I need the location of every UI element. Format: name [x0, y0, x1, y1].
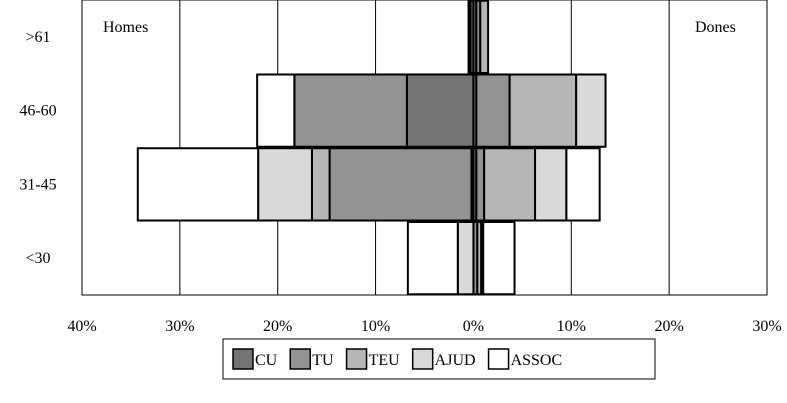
- legend-label-ajud: AJUD: [435, 352, 476, 369]
- legend-label-cu: CU: [255, 352, 278, 369]
- category-labels: >61 46-60 31-45 <30: [19, 29, 56, 267]
- bar-segment-tu-left: [328, 147, 473, 222]
- legend-swatch-teu: [345, 348, 368, 370]
- x-tick-label: 10%: [557, 318, 586, 335]
- x-tick-label: 30%: [165, 318, 194, 335]
- category-label: <30: [25, 250, 50, 267]
- legend-swatch-ajud: [411, 348, 434, 370]
- right-side-label: Dones: [695, 19, 736, 36]
- bar-segment-teu-left: [310, 147, 331, 222]
- bar-segment-ajud-right: [575, 73, 607, 148]
- bar-segment-teu-right: [479, 0, 490, 75]
- legend-swatch-cu: [232, 348, 254, 370]
- bar-segment-assoc-right: [565, 147, 601, 222]
- category-label: 31-45: [19, 176, 56, 193]
- bar-segment-assoc-right: [482, 220, 516, 296]
- bar-segment-assoc-left: [136, 147, 260, 222]
- bar-segment-tu-left: [467, 0, 472, 75]
- bars-layer: [136, 0, 607, 296]
- x-tick-label: 30%: [752, 318, 781, 335]
- bar-segment-tu-right: [475, 147, 486, 222]
- plot-frame: [81, 0, 768, 296]
- bar-segment-assoc-left: [406, 220, 459, 296]
- bar-segment-ajud-left: [257, 147, 313, 222]
- bar-segment-ajud-left: [456, 220, 475, 296]
- bar-segment-tu-left: [293, 73, 408, 148]
- legend-swatch-tu: [289, 348, 311, 370]
- category-label: >61: [25, 29, 50, 46]
- x-tick-label: 20%: [654, 318, 683, 335]
- legend-label-teu: TEU: [369, 352, 401, 369]
- left-side-label: Homes: [103, 19, 148, 36]
- bar-segment-teu-right: [483, 147, 537, 222]
- legend: CU TU TEU AJUD ASSOC: [222, 338, 656, 380]
- legend-label-tu: TU: [312, 352, 334, 369]
- bar-segment-tu-right: [475, 73, 511, 148]
- bar-segment-cu-left: [405, 73, 475, 148]
- bar-segment-teu-right: [508, 73, 578, 148]
- legend-swatch-assoc: [487, 348, 510, 370]
- x-tick-label: 10%: [361, 318, 390, 335]
- x-tick-labels: 40% 30% 20% 10% 0% 10% 20% 30%: [67, 318, 781, 335]
- x-tick-label: 40%: [67, 318, 96, 335]
- category-label: 46-60: [19, 103, 56, 120]
- x-tick-label: 20%: [263, 318, 292, 335]
- bar-segment-assoc-left: [256, 73, 296, 148]
- bar-segment-ajud-right: [534, 147, 568, 222]
- legend-label-assoc: ASSOC: [511, 352, 563, 369]
- x-tick-label: 0%: [463, 318, 484, 335]
